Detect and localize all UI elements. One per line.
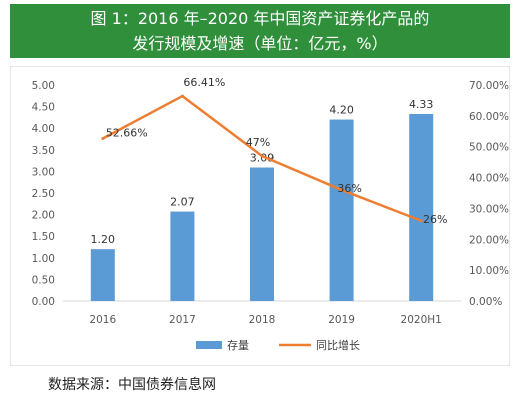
y-left-tick-label: 1.00 [32, 253, 55, 265]
x-tick-label: 2020H1 [401, 314, 442, 326]
line-point [180, 94, 184, 98]
line-data-label: 36% [337, 182, 361, 195]
y-left-tick-label: 0.00 [32, 296, 55, 308]
y-right-tick-label: 60.00% [469, 111, 509, 123]
y-left-tick-label: 2.00 [32, 210, 55, 222]
bar [409, 113, 434, 301]
bar-data-label: 4.20 [329, 104, 354, 117]
y-right-tick-label: 30.00% [469, 203, 509, 215]
y-right-tick-label: 50.00% [469, 142, 509, 154]
y-right-tick-label: 0.00% [469, 296, 502, 308]
line-data-label: 26% [423, 213, 447, 226]
x-tick-label: 2018 [249, 314, 276, 326]
y-left-tick-label: 3.00 [32, 166, 55, 178]
bar [170, 211, 195, 301]
y-left-tick-label: 3.50 [32, 145, 55, 157]
line-point [340, 188, 344, 192]
y-right-tick-label: 20.00% [469, 234, 509, 246]
line-point [101, 137, 105, 141]
bar-data-label: 2.07 [170, 196, 195, 209]
legend-label-line: 同比增长 [316, 338, 360, 352]
x-tick-label: 2019 [328, 314, 355, 326]
bar [329, 119, 354, 301]
y-right-tick-label: 40.00% [469, 173, 509, 185]
y-left-tick-label: 2.50 [32, 188, 55, 200]
legend-label-bar: 存量 [227, 338, 249, 352]
y-right-tick-label: 70.00% [469, 80, 509, 92]
chart-title-line-2: 发行规模及增速（单位：亿元，%） [132, 34, 388, 53]
data-source: 数据来源：中国债券信息网 [48, 377, 216, 393]
y-left-tick-label: 5.00 [32, 80, 55, 92]
bar [90, 249, 115, 301]
line-data-label: 47% [246, 136, 270, 149]
chart-title-line-1: 图 1：2016 年–2020 年中国资产证券化产品的 [90, 9, 430, 28]
line-data-label: 52.66% [106, 127, 148, 140]
chart-frame: 0.00 0.50 1.00 1.50 2.00 2.50 3.00 3.50 4.00 4.50… [10, 66, 510, 366]
bar-data-label: 1.20 [91, 233, 116, 246]
x-tick-label: 2017 [169, 314, 196, 326]
combo-chart: 0.00 0.50 1.00 1.50 2.00 2.50 3.00 3.50 4.00 4.50… [32, 76, 509, 352]
legend-swatch-bar [196, 341, 222, 349]
y-left-tick-label: 4.00 [32, 123, 55, 135]
x-tick-label: 2016 [89, 314, 116, 326]
y-left-tick-label: 0.50 [32, 274, 55, 286]
bar [250, 167, 274, 301]
line-data-label: 66.41% [183, 76, 225, 89]
line-point [419, 219, 423, 223]
y-left-tick-label: 4.50 [32, 102, 55, 114]
y-right-tick-label: 10.00% [469, 265, 509, 277]
title-banner: 图 1：2016 年–2020 年中国资产证券化产品的 发行规模及增速（单位：亿… [10, 4, 510, 58]
bar-data-label: 4.33 [409, 98, 434, 111]
line-point [260, 154, 264, 158]
y-left-tick-label: 1.50 [32, 231, 55, 243]
bar-data-label: 3.09 [250, 152, 275, 165]
